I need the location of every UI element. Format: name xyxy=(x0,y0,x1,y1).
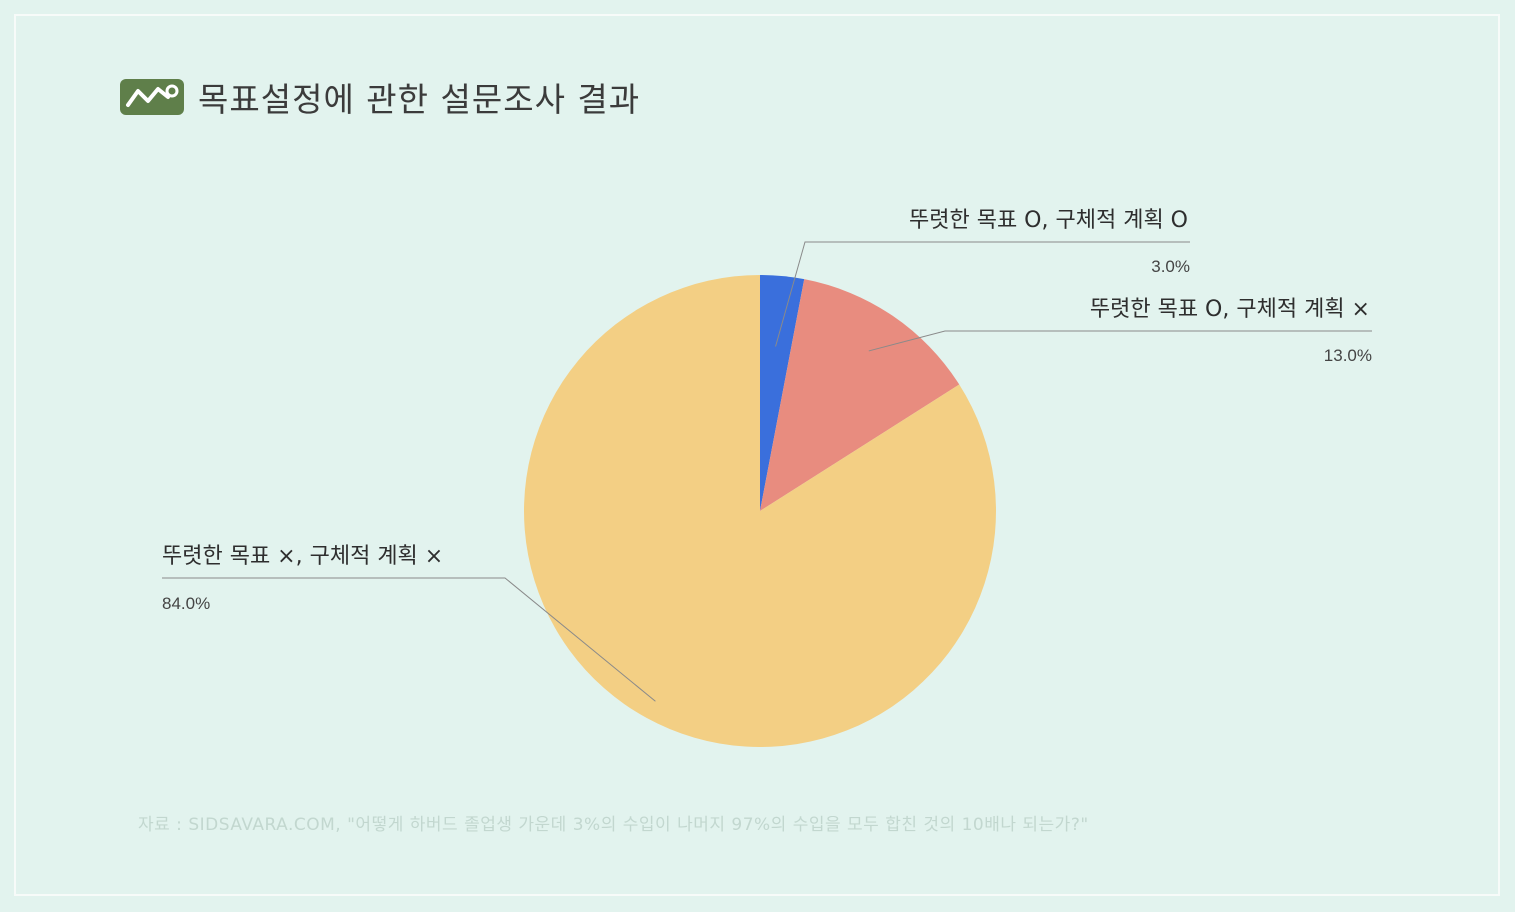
line-chart-icon xyxy=(120,79,184,115)
pie-slice-2 xyxy=(760,279,960,511)
title-block: 목표설정에 관한 설문조사 결과 xyxy=(120,74,640,120)
leader-line-2 xyxy=(868,330,1372,352)
slice-value-2: 13.0% xyxy=(1324,346,1372,365)
source-note: 자료 : SIDSAVARA.COM, "어떻게 하버드 졸업생 가운데 3%의… xyxy=(138,815,1089,835)
pie-slices xyxy=(524,275,997,747)
slice-value-1: 3.0% xyxy=(1151,257,1190,276)
slice-label-2: 뚜렷한 목표 O, 구체적 계획 × xyxy=(1090,297,1370,322)
chart-title: 목표설정에 관한 설문조사 결과 xyxy=(198,80,641,119)
leader-lines xyxy=(162,241,1372,702)
slice-value-3: 84.0% xyxy=(162,594,210,613)
pie-slice-3 xyxy=(524,275,997,747)
pie-slice-1 xyxy=(760,275,805,511)
slice-label-3: 뚜렷한 목표 ×, 구체적 계획 × xyxy=(162,544,443,569)
slice-label-1: 뚜렷한 목표 O, 구체적 계획 O xyxy=(909,208,1188,233)
leader-line-3 xyxy=(162,577,656,702)
slice-labels: 뚜렷한 목표 O, 구체적 계획 O 3.0% 뚜렷한 목표 O, 구체적 계획 ×… xyxy=(162,208,1372,613)
leader-line-1 xyxy=(775,241,1190,347)
page-frame xyxy=(14,14,1500,896)
